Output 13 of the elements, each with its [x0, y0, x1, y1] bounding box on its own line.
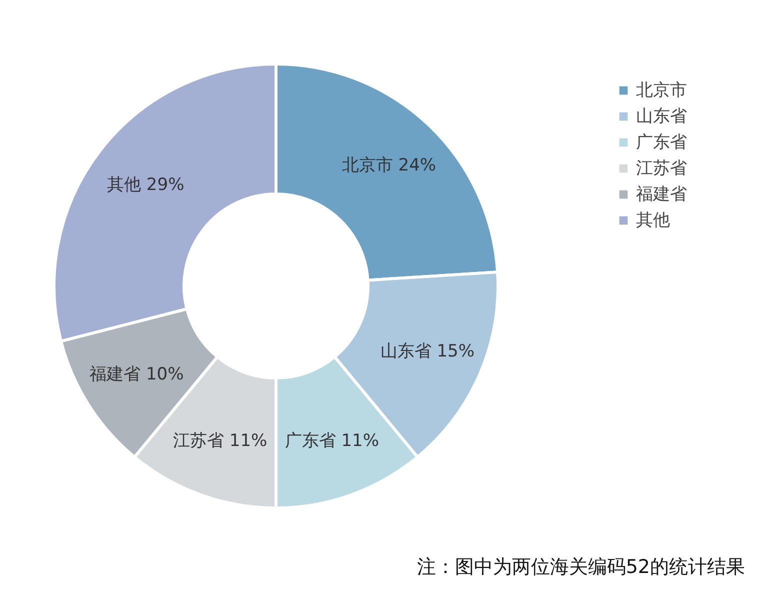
data-label: 其他 29% [107, 174, 184, 195]
data-label: 福建省 10% [90, 364, 184, 384]
data-label: 北京市 24% [342, 156, 436, 176]
legend-label: 其他 [636, 210, 670, 230]
legend-label: 山东省 [636, 106, 687, 126]
data-label: 山东省 15% [380, 342, 475, 362]
text: 注：图中为两位海关编码52的统计结果 [416, 556, 745, 578]
legend-label: 北京市 [636, 80, 687, 100]
legend-label: 福建省 [636, 184, 687, 204]
data-label: 江苏省 11% [173, 431, 268, 452]
legend-label: 江苏省 [636, 158, 687, 178]
legend-label: 广东省 [636, 132, 687, 152]
data-label: 广东省 11% [284, 431, 379, 452]
